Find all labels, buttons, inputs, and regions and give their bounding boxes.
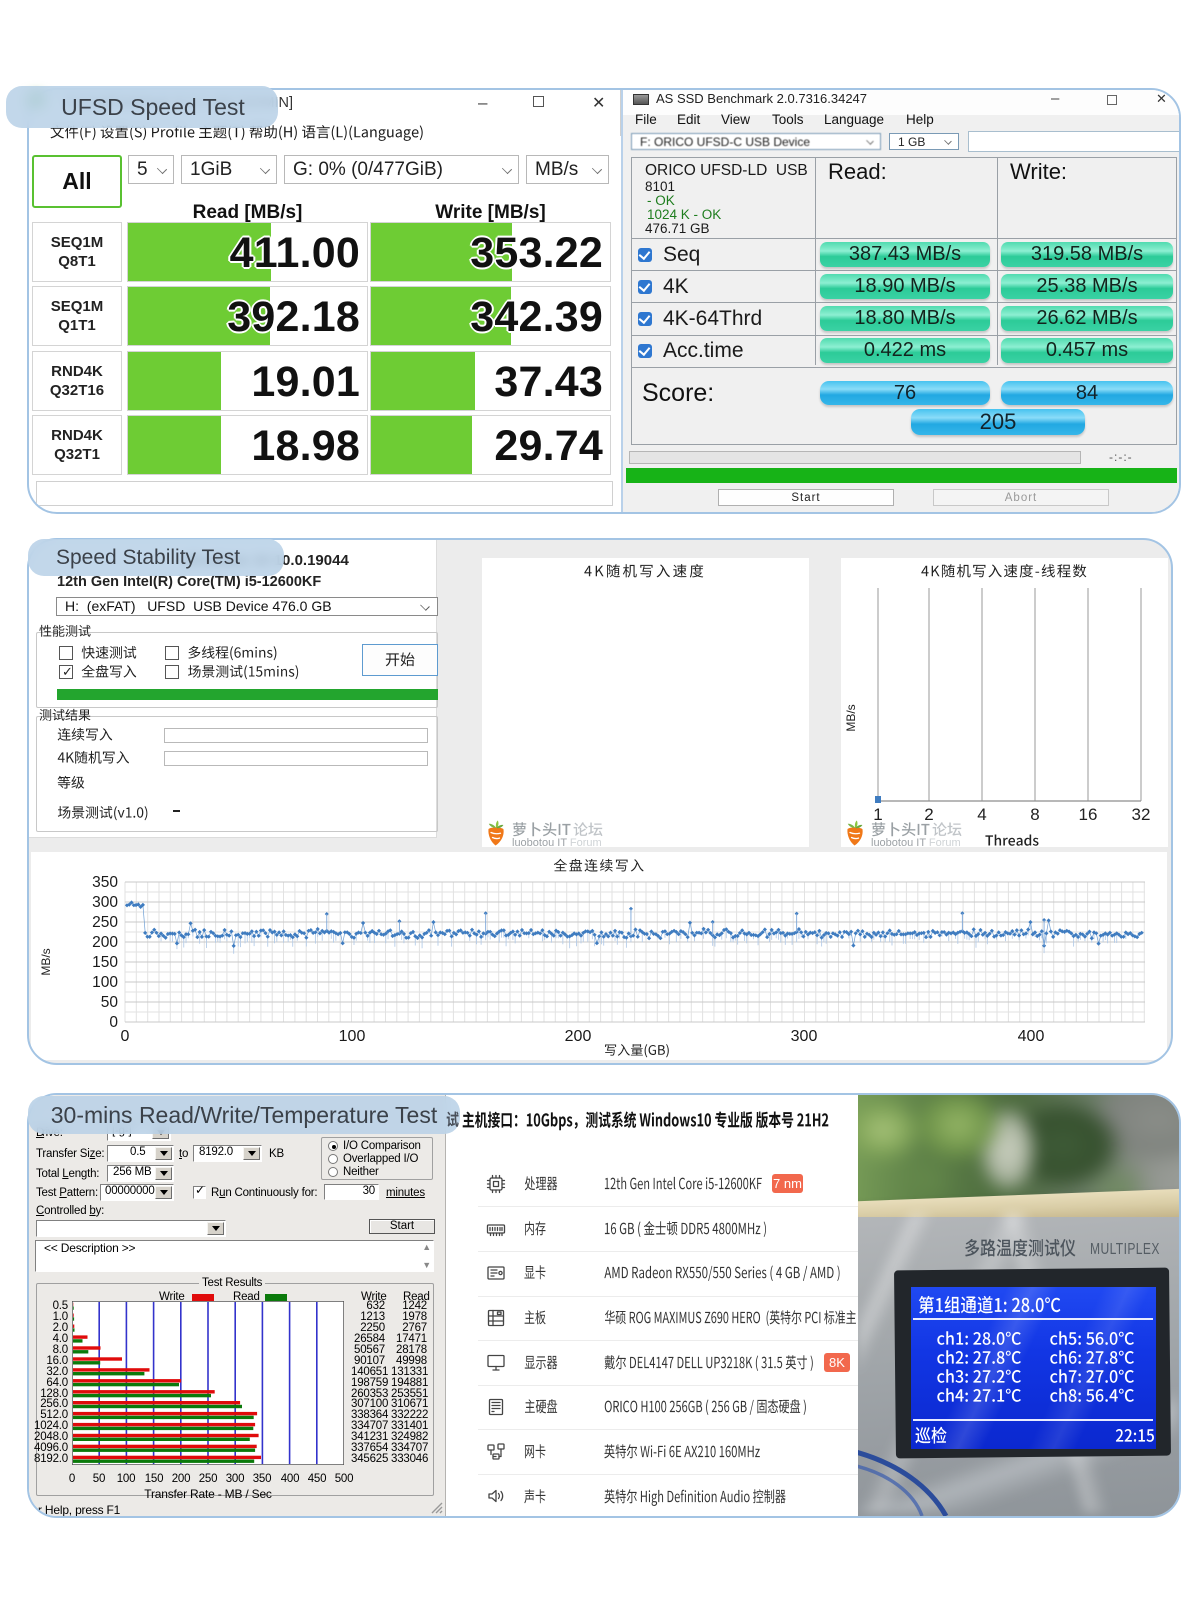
svg-text:100: 100	[339, 1028, 366, 1045]
svg-text:16: 16	[1079, 805, 1098, 824]
svg-text:300: 300	[791, 1028, 818, 1045]
svg-text:400: 400	[1018, 1028, 1045, 1045]
svg-text:1: 1	[873, 805, 882, 824]
svg-text:350: 350	[92, 874, 118, 891]
svg-text:200: 200	[92, 934, 118, 951]
svg-text:300: 300	[92, 894, 118, 911]
svg-text:8: 8	[1030, 805, 1039, 824]
svg-text:4: 4	[977, 805, 986, 824]
svg-text:0: 0	[121, 1028, 130, 1045]
svg-text:0: 0	[109, 1014, 118, 1031]
svg-text:50: 50	[101, 994, 119, 1011]
svg-text:32: 32	[1132, 805, 1151, 824]
svg-text:MB/s: MB/s	[39, 948, 53, 975]
svg-text:100: 100	[92, 974, 118, 991]
svg-text:250: 250	[92, 914, 118, 931]
svg-text:200: 200	[565, 1028, 592, 1045]
svg-text:MB/s: MB/s	[844, 704, 858, 731]
svg-text:2: 2	[924, 805, 933, 824]
svg-text:150: 150	[92, 954, 118, 971]
